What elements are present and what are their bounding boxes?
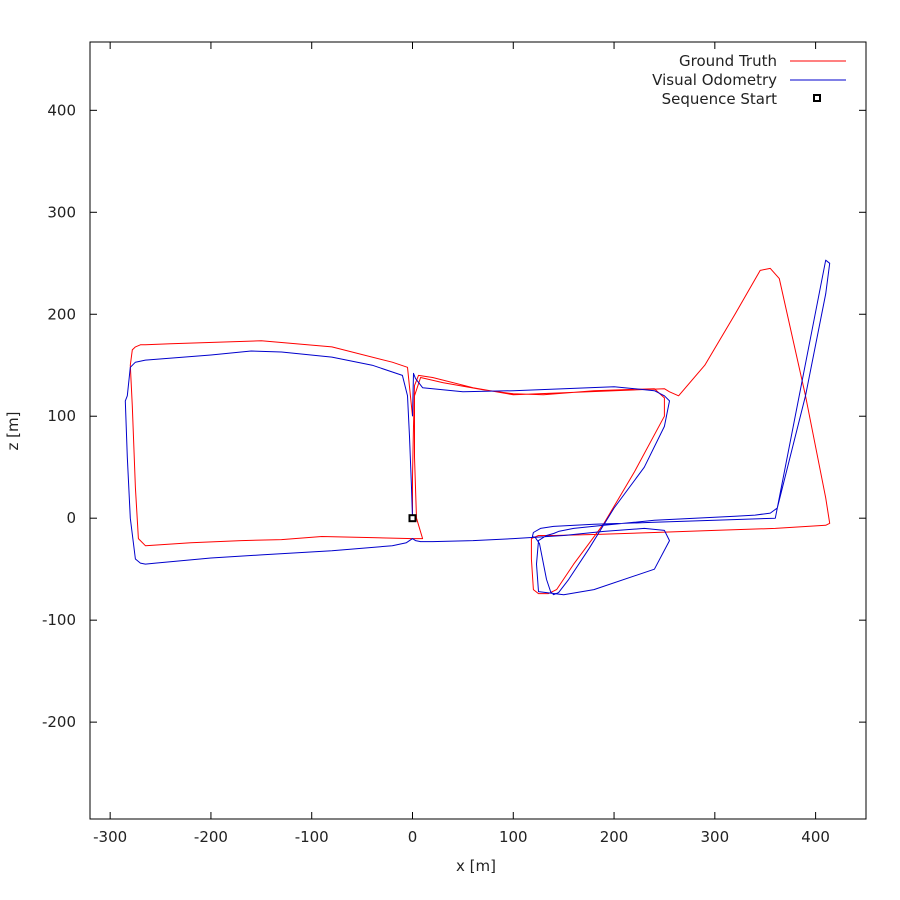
y-tick-label: 400 bbox=[47, 101, 76, 119]
y-tick-label: 300 bbox=[47, 203, 76, 221]
x-axis-title: x [m] bbox=[456, 857, 496, 875]
x-tick-label: -300 bbox=[93, 828, 127, 846]
x-tick-label: 400 bbox=[801, 828, 830, 846]
legend-marker-sequence-start bbox=[813, 94, 821, 102]
series-layer bbox=[124, 259, 831, 596]
y-tick-label: 0 bbox=[66, 509, 76, 527]
x-tick-label: 200 bbox=[600, 828, 629, 846]
x-tick-label: 300 bbox=[701, 828, 730, 846]
y-tick-label: -100 bbox=[42, 611, 76, 629]
y-tick-label: -200 bbox=[42, 713, 76, 731]
y-tick-label: 200 bbox=[47, 305, 76, 323]
x-tick-label: 100 bbox=[499, 828, 528, 846]
x-axis-ticks: -300 -200 -100 0 100 200 300 400 bbox=[93, 42, 830, 846]
visual-odometry-line bbox=[124, 259, 831, 596]
x-tick-label: -200 bbox=[194, 828, 228, 846]
sequence-start-marker bbox=[408, 514, 417, 523]
y-axis-title: z [m] bbox=[4, 412, 22, 451]
y-axis-ticks: -200 -100 0 100 200 300 400 bbox=[42, 101, 866, 731]
legend: Ground Truth Visual Odometry Sequence St… bbox=[652, 52, 846, 108]
legend-label-sequence-start: Sequence Start bbox=[662, 90, 778, 108]
y-tick-label: 100 bbox=[47, 407, 76, 425]
legend-label-ground-truth: Ground Truth bbox=[679, 52, 777, 70]
x-tick-label: 0 bbox=[408, 828, 418, 846]
x-tick-label: -100 bbox=[295, 828, 329, 846]
legend-label-visual-odometry: Visual Odometry bbox=[652, 71, 777, 89]
ground-truth-line bbox=[129, 267, 831, 595]
plot-frame bbox=[89, 41, 867, 820]
